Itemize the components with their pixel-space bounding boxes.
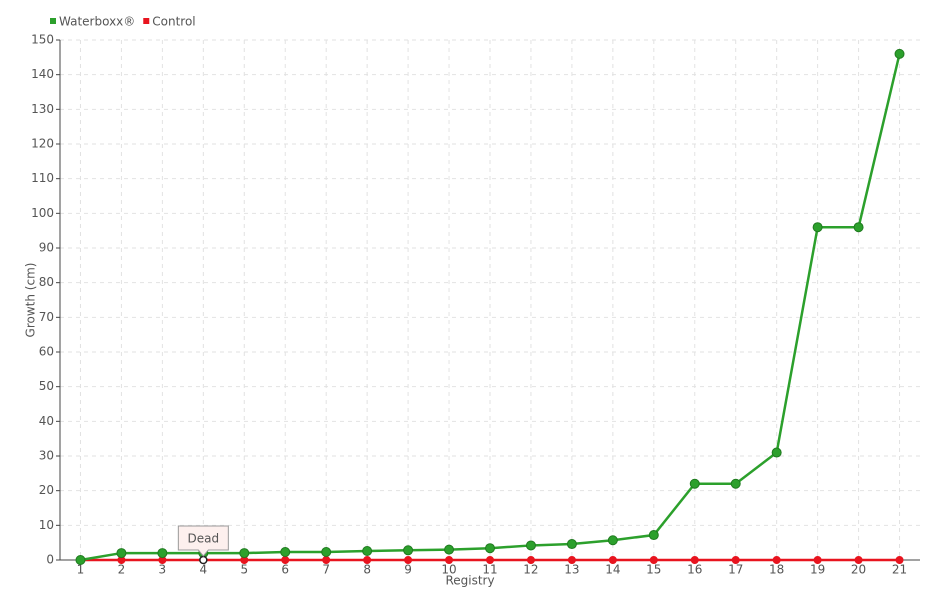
data-point bbox=[813, 556, 822, 564]
x-tick-label: 7 bbox=[322, 563, 330, 577]
data-point bbox=[566, 539, 577, 550]
annotation-box bbox=[177, 525, 229, 557]
y-tick-label: 130 bbox=[31, 102, 54, 116]
x-tick-label: 20 bbox=[851, 563, 866, 577]
data-point bbox=[157, 548, 168, 559]
data-point bbox=[404, 556, 413, 564]
x-tick-label: 21 bbox=[892, 563, 907, 577]
data-point bbox=[690, 556, 699, 564]
data-point bbox=[689, 478, 700, 489]
x-tick-label: 4 bbox=[200, 563, 208, 577]
y-axis-title: Growth (cm) bbox=[24, 263, 38, 338]
data-point bbox=[362, 545, 373, 556]
x-tick-label: 17 bbox=[728, 563, 743, 577]
y-tick-label: 60 bbox=[39, 345, 54, 359]
y-tick-label: 30 bbox=[39, 449, 54, 463]
x-tick-label: 14 bbox=[605, 563, 620, 577]
data-point bbox=[894, 48, 905, 59]
legend-label: Control bbox=[152, 15, 195, 29]
data-point bbox=[526, 556, 535, 564]
data-point bbox=[239, 548, 250, 559]
x-tick-label: 3 bbox=[159, 563, 167, 577]
y-tick-label: 120 bbox=[31, 137, 54, 151]
y-tick-label: 20 bbox=[39, 483, 54, 497]
data-point bbox=[485, 543, 495, 554]
data-point bbox=[771, 447, 782, 458]
data-point bbox=[321, 547, 332, 558]
annotation-marker bbox=[199, 555, 208, 565]
data-point bbox=[281, 556, 290, 564]
y-tick-label: 40 bbox=[39, 414, 54, 428]
y-tick-label: 140 bbox=[31, 67, 54, 81]
y-tick-label: 70 bbox=[39, 310, 54, 324]
x-tick-label: 10 bbox=[441, 563, 456, 577]
y-tick-label: 150 bbox=[31, 33, 54, 47]
x-tick-label: 8 bbox=[363, 563, 371, 577]
x-tick-label: 6 bbox=[281, 563, 289, 577]
data-point bbox=[444, 544, 455, 555]
data-point bbox=[363, 556, 372, 564]
data-point bbox=[116, 548, 127, 559]
y-tick-label: 90 bbox=[39, 241, 54, 255]
data-point bbox=[772, 556, 781, 564]
x-tick-label: 5 bbox=[240, 563, 248, 577]
data-point bbox=[648, 530, 659, 541]
data-point bbox=[486, 556, 494, 564]
x-tick-label: 19 bbox=[810, 563, 825, 577]
data-point bbox=[731, 556, 740, 564]
y-tick-label: 50 bbox=[39, 379, 54, 393]
data-point bbox=[895, 556, 904, 564]
data-point bbox=[280, 547, 291, 558]
legend-swatch bbox=[50, 18, 56, 24]
annotation-text: Dead bbox=[188, 532, 220, 546]
legend-label: Waterboxx® bbox=[59, 15, 135, 29]
data-point bbox=[854, 556, 863, 564]
data-point bbox=[607, 535, 618, 546]
y-tick-label: 10 bbox=[39, 518, 54, 532]
y-tick-label: 80 bbox=[39, 275, 54, 289]
y-tick-label: 110 bbox=[31, 171, 54, 185]
data-point bbox=[75, 555, 86, 565]
x-tick-label: 12 bbox=[523, 563, 538, 577]
data-point bbox=[322, 556, 331, 564]
y-tick-label: 100 bbox=[31, 206, 54, 220]
data-point bbox=[730, 478, 741, 489]
legend-swatch bbox=[143, 18, 150, 24]
data-point bbox=[403, 545, 414, 556]
data-point bbox=[525, 540, 536, 551]
data-point bbox=[812, 222, 823, 233]
x-axis-title: Registry bbox=[445, 574, 494, 588]
x-tick-label: 11 bbox=[482, 563, 497, 577]
data-point bbox=[649, 556, 658, 564]
data-point bbox=[853, 222, 864, 233]
y-tick-label: 0 bbox=[46, 553, 54, 567]
x-tick-label: 9 bbox=[404, 563, 412, 577]
x-tick-label: 1 bbox=[77, 563, 85, 577]
x-tick-label: 2 bbox=[118, 563, 126, 577]
x-tick-label: 16 bbox=[687, 563, 702, 577]
data-point bbox=[567, 556, 576, 564]
x-tick-label: 18 bbox=[769, 563, 784, 577]
x-tick-label: 13 bbox=[564, 563, 579, 577]
data-point bbox=[445, 556, 454, 564]
x-tick-label: 15 bbox=[646, 563, 661, 577]
data-point bbox=[608, 556, 617, 564]
